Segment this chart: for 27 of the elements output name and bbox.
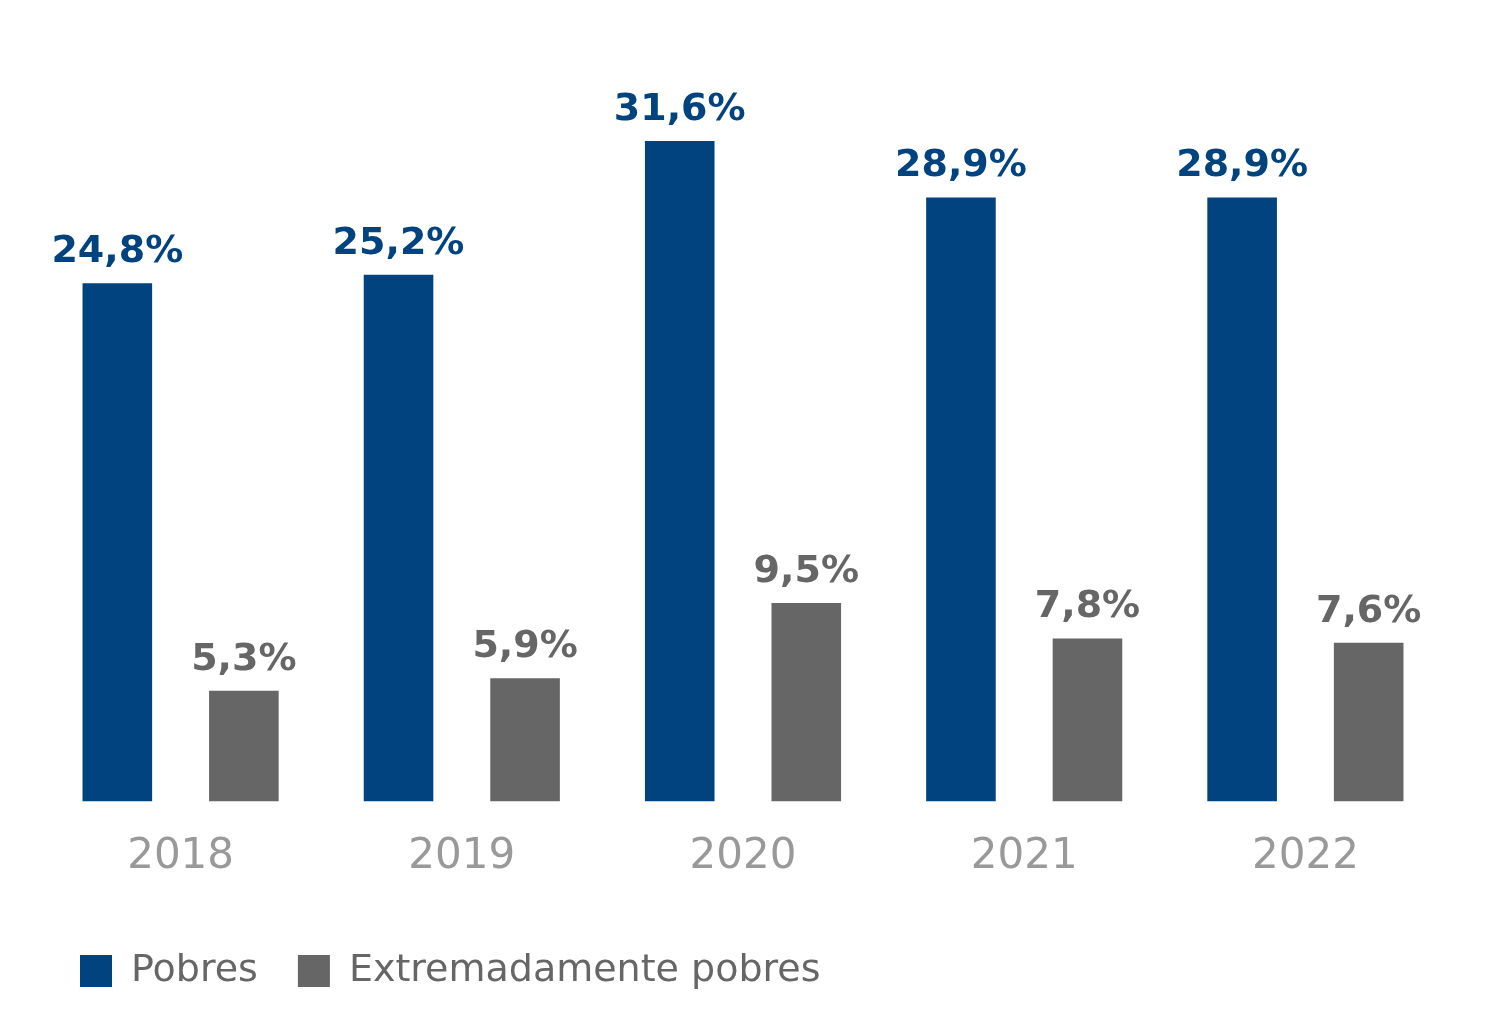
x-tick-label: 2019 — [408, 828, 516, 878]
x-tick-label: 2020 — [689, 828, 797, 878]
bar — [1207, 197, 1277, 802]
bar — [209, 690, 279, 802]
data-label: 28,9% — [1176, 141, 1309, 186]
legend-label: Extremadamente pobres — [348, 945, 821, 990]
data-label: 7,8% — [1034, 582, 1141, 627]
x-tick-label: 2022 — [1251, 828, 1359, 878]
bar — [644, 141, 715, 802]
x-tick-label: 2018 — [127, 828, 235, 878]
bar — [363, 274, 434, 802]
data-label: 28,9% — [895, 141, 1027, 186]
legend-label: Pobres — [131, 945, 258, 990]
data-label: 5,3% — [191, 634, 297, 679]
bar — [490, 678, 560, 802]
data-label: 5,9% — [472, 622, 578, 667]
data-label: 24,8% — [51, 227, 184, 272]
bar — [926, 197, 996, 802]
bar — [82, 283, 153, 802]
data-label: 9,5% — [753, 546, 859, 591]
data-label: 31,6% — [613, 84, 746, 129]
x-tick-label: 2021 — [970, 828, 1078, 878]
data-label: 7,6% — [1315, 586, 1422, 631]
data-label: 25,2% — [332, 218, 465, 263]
bar — [1052, 638, 1123, 802]
bar — [1333, 642, 1404, 802]
bar — [771, 603, 842, 802]
